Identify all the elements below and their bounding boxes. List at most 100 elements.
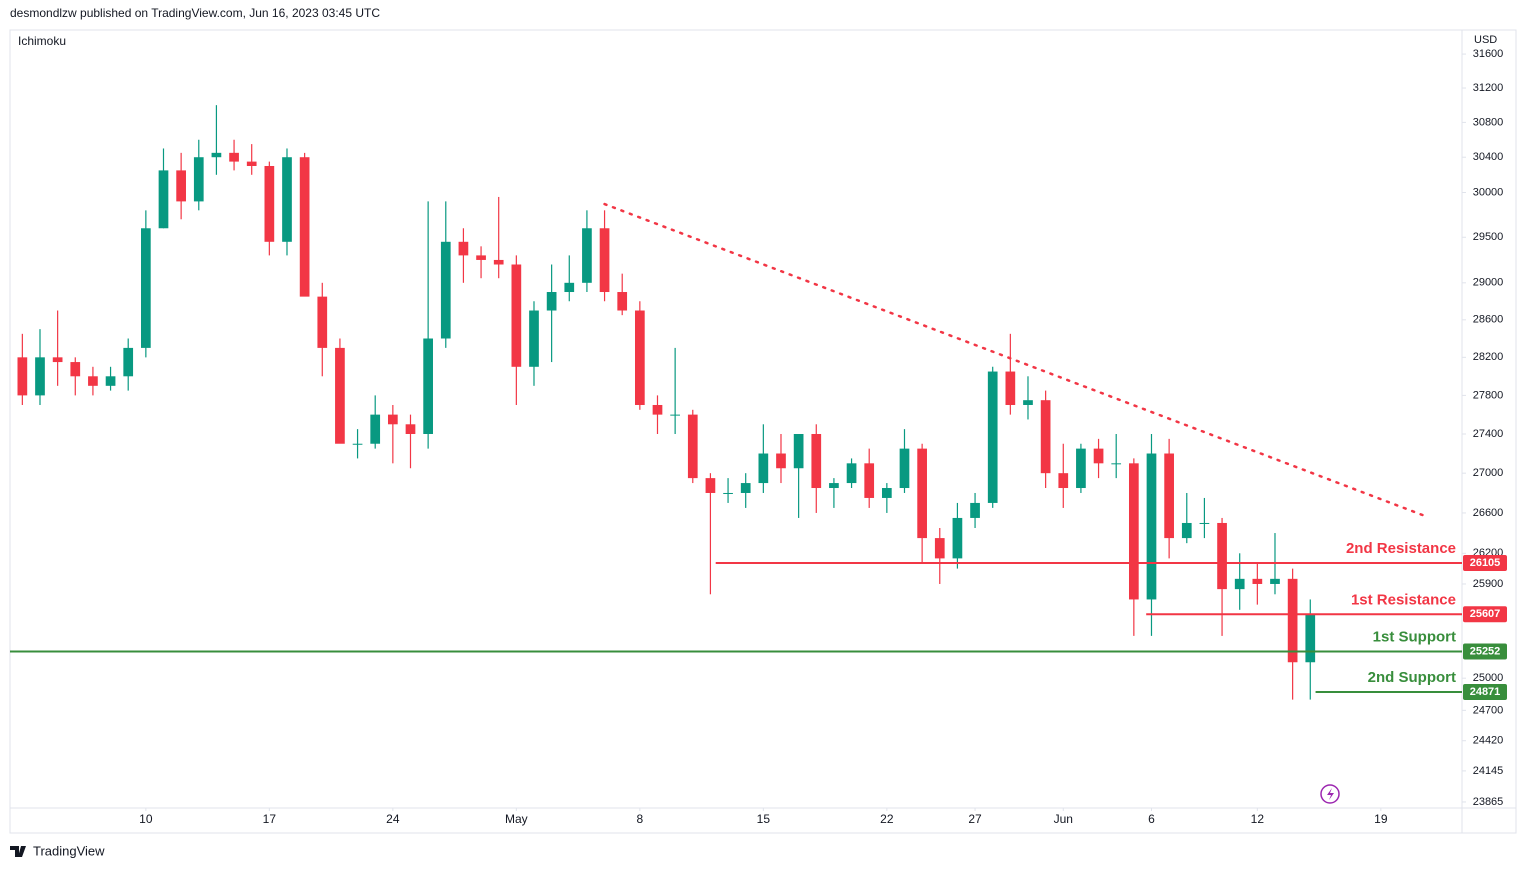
candle-body [1164, 453, 1174, 539]
candle-body [1093, 448, 1104, 464]
logo: TradingView [10, 843, 105, 858]
y-tick-label: 24700 [1473, 704, 1504, 716]
y-tick-label: 30000 [1473, 186, 1504, 198]
candle-body [864, 463, 875, 498]
candle-body [88, 376, 98, 386]
candle-body [17, 357, 28, 396]
plot-area [17, 105, 1316, 700]
candle-body [246, 161, 257, 166]
candle-body [229, 152, 239, 162]
x-tick-label: 24 [386, 812, 400, 826]
level-name: 1st Resistance [1351, 591, 1456, 608]
y-tick-label: 28200 [1473, 351, 1504, 363]
candle-body [846, 463, 857, 484]
candle-body [829, 483, 839, 489]
candle-body [917, 448, 927, 539]
candle-body [140, 228, 151, 348]
candle-body [1128, 463, 1139, 600]
candle-body [440, 241, 451, 339]
x-tick-label: 27 [968, 812, 982, 826]
x-tick-label: 22 [880, 812, 894, 826]
candle-body [899, 448, 910, 489]
level-name: 2nd Resistance [1346, 540, 1456, 557]
candle-body [758, 453, 769, 484]
level-price-label: 26105 [1470, 557, 1501, 569]
candle-body [599, 228, 610, 293]
level-price-label: 24871 [1470, 686, 1501, 698]
candle-body [158, 170, 169, 229]
y-tick-label: 30800 [1473, 116, 1504, 128]
candle-body [176, 170, 186, 202]
candle-body [970, 502, 980, 518]
candle-body [123, 347, 134, 377]
candle-body [405, 424, 416, 434]
candle-body [705, 478, 716, 493]
candle-body [35, 357, 45, 396]
y-tick-label: 25900 [1473, 578, 1504, 590]
candle-body [493, 259, 504, 265]
alert-bolt[interactable] [1327, 788, 1334, 800]
candle-body [211, 152, 222, 158]
x-tick-label: 6 [1148, 812, 1155, 826]
level-name: 2nd Support [1368, 669, 1456, 686]
candle-body [1040, 400, 1051, 474]
candle-body [1287, 578, 1298, 663]
level-name: 1st Support [1373, 628, 1456, 645]
candle-body [776, 453, 786, 469]
candle-body [546, 292, 557, 311]
x-tick-label: 17 [263, 812, 277, 826]
alert-icon[interactable] [1320, 784, 1340, 804]
y-tick-label: 28600 [1473, 314, 1504, 326]
candle-body [617, 292, 628, 311]
candle-body [881, 488, 892, 498]
x-tick-label: May [505, 812, 528, 826]
level-price-box [1463, 554, 1507, 571]
header: desmondlzw published on TradingView.com,… [10, 6, 380, 20]
candle-body [952, 517, 963, 559]
candle-body [1270, 578, 1280, 584]
candle-body [1234, 578, 1245, 590]
candle-body [670, 414, 680, 416]
candle-body [70, 362, 81, 377]
candle-body [105, 376, 116, 386]
x-tick-label: 19 [1374, 812, 1388, 826]
candle-body [934, 538, 945, 559]
candle-body [582, 228, 592, 283]
x-tick-label: Jun [1054, 812, 1073, 826]
y-tick-label: 29500 [1473, 231, 1504, 243]
candle-body [317, 296, 328, 348]
candle-body [1058, 473, 1069, 489]
candle-body [282, 157, 292, 242]
alert-circle[interactable] [1320, 784, 1340, 804]
level-price-box [1463, 643, 1507, 660]
x-tick-label: 15 [757, 812, 771, 826]
level-price-label: 25252 [1470, 645, 1501, 657]
candle-body [370, 414, 381, 444]
candle-body [335, 347, 345, 444]
y-tick-label: 30400 [1473, 151, 1504, 163]
candle-body [423, 338, 433, 434]
trendline [603, 202, 1427, 518]
candle-body [299, 157, 310, 297]
y-tick-label: 25000 [1473, 672, 1504, 684]
candle-body [1252, 578, 1263, 584]
candle-body [1023, 400, 1033, 405]
level-price-label: 25607 [1470, 608, 1501, 620]
x-tick-label: 8 [637, 812, 644, 826]
candle-body [458, 241, 469, 256]
candle-body [264, 165, 275, 242]
y-tick-label: 27400 [1473, 428, 1504, 440]
candle-body [1076, 448, 1086, 489]
candle-body [987, 371, 998, 503]
candle-body [1146, 453, 1157, 600]
candle-body [52, 357, 63, 363]
candle-body [352, 443, 363, 445]
frame [9, 29, 1517, 834]
y-tick-label: 24145 [1473, 765, 1504, 777]
candle-body [387, 414, 398, 425]
candle-body [811, 433, 822, 489]
candle-body [687, 414, 698, 479]
y-tick-label: 27800 [1473, 389, 1504, 401]
